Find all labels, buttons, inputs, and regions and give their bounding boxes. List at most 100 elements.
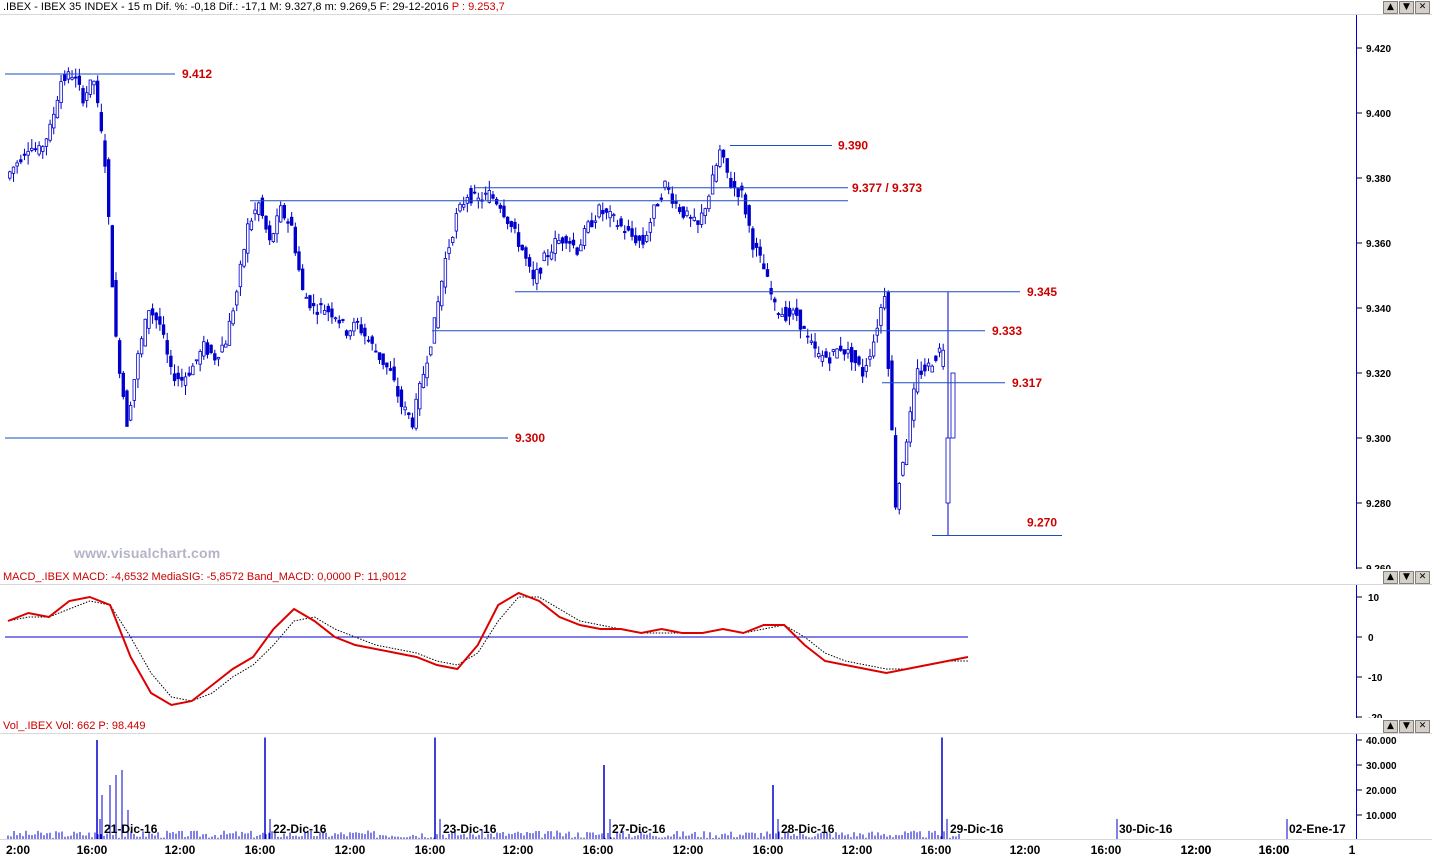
- candle-body: [901, 462, 905, 476]
- y-tick-label: 10: [1368, 593, 1380, 604]
- time-label: 16:00: [414, 843, 446, 857]
- candle-body: [418, 383, 422, 410]
- candle-body: [747, 205, 751, 226]
- candle-body: [619, 218, 623, 227]
- candle-body: [143, 318, 147, 347]
- candle-body: [352, 321, 356, 332]
- candle-body: [795, 307, 799, 316]
- date-label: 29-Dic-16: [950, 822, 1004, 836]
- macd-pane-window-buttons: ▲ ▼ ✕: [1383, 571, 1430, 584]
- volume-pane[interactable]: 40.000 30.000 20.000 10.000 Vol_.IBEX Vol: …: [0, 719, 1432, 839]
- candle-body: [322, 310, 327, 315]
- candle-body: [718, 149, 722, 167]
- y-tick-label: 20.000: [1366, 786, 1397, 797]
- price-pane-title-text: .IBEX - IBEX 35 INDEX - 15 m Dif. %: -0,…: [3, 1, 449, 13]
- candle-body: [729, 177, 733, 189]
- macd-axis-separator: [1356, 585, 1357, 718]
- candle-body: [685, 210, 689, 217]
- move-down-icon[interactable]: ▼: [1399, 720, 1414, 733]
- close-icon[interactable]: ✕: [1415, 1, 1430, 14]
- candle-body: [472, 191, 477, 194]
- candle-body: [125, 390, 129, 427]
- candle-body: [407, 412, 411, 416]
- candle-body: [509, 221, 513, 228]
- volume-pane-window-buttons: ▲ ▼ ✕: [1383, 720, 1430, 733]
- close-icon[interactable]: ✕: [1415, 720, 1430, 733]
- candle-body: [780, 314, 784, 317]
- candle-body: [663, 180, 667, 188]
- candle-body: [403, 406, 407, 411]
- candle-body: [59, 81, 63, 104]
- time-axis[interactable]: 2:00 16:00 12:00 16:00 12:00 16:00 12:00 16:00 1…: [0, 839, 1432, 857]
- candle-body: [216, 357, 221, 360]
- candle-body: [699, 212, 704, 225]
- candle-body: [55, 99, 60, 119]
- candle-body: [315, 311, 319, 315]
- level-label: 9.345: [1027, 285, 1057, 299]
- candle-body: [817, 353, 821, 358]
- candle-body: [103, 140, 107, 167]
- candle-body: [169, 355, 173, 368]
- candle-body: [769, 288, 773, 295]
- move-up-icon[interactable]: ▲: [1383, 720, 1398, 733]
- time-label: 16:00: [752, 843, 784, 857]
- time-label: 12:00: [1009, 843, 1041, 857]
- candle-body: [257, 202, 261, 215]
- price-pane-last-price: P : 9.253,7: [448, 1, 505, 13]
- y-tick-label: 30.000: [1366, 761, 1397, 772]
- candle-body: [546, 255, 550, 258]
- candle-body: [524, 247, 528, 259]
- level-label: 9.317: [1012, 376, 1042, 390]
- candle-body: [491, 194, 495, 199]
- macd-chart[interactable]: 10 0 -10 -20: [0, 570, 1432, 718]
- candle-body: [268, 225, 272, 241]
- candle-body: [440, 280, 444, 307]
- candle-body: [333, 317, 338, 320]
- candle-body: [26, 150, 30, 156]
- candle-body: [392, 366, 396, 381]
- candle-body: [33, 148, 38, 151]
- time-label: 12:00: [334, 843, 366, 857]
- macd-pane[interactable]: 10 0 -10 -20 MACD_.IBEX MACD: -4,6532 Media…: [0, 570, 1432, 718]
- candle-body: [652, 204, 656, 219]
- macd-pane-title-text: MACD_.IBEX MACD: -4,6532 MediaSIG: -5,85…: [3, 571, 351, 583]
- candle-body: [502, 205, 506, 218]
- move-down-icon[interactable]: ▼: [1399, 1, 1414, 14]
- price-chart-pane[interactable]: 9.420 9.400 9.380 9.360 9.340 9.320 9.300 9.280…: [0, 0, 1432, 569]
- move-up-icon[interactable]: ▲: [1383, 1, 1398, 14]
- candle-body: [696, 220, 700, 225]
- date-label: 22-Dic-16: [273, 822, 327, 836]
- candle-body: [908, 411, 912, 443]
- candle-body: [494, 198, 499, 205]
- candle-body: [304, 296, 308, 299]
- candle-body: [864, 365, 868, 372]
- candle-body: [549, 251, 554, 260]
- candle-body: [271, 233, 276, 242]
- move-down-icon[interactable]: ▼: [1399, 571, 1414, 584]
- candle-body: [37, 145, 41, 155]
- time-label: 16:00: [1258, 843, 1290, 857]
- candle-body: [414, 398, 418, 429]
- candle-body: [191, 365, 195, 376]
- candle-body: [820, 355, 825, 362]
- candle-body: [623, 231, 627, 234]
- candle-body: [593, 220, 598, 223]
- candlestick-chart[interactable]: 9.420 9.400 9.380 9.360 9.340 9.320 9.300 9.280…: [0, 0, 1432, 569]
- candle-body: [601, 209, 605, 215]
- candle-body: [930, 365, 934, 373]
- move-up-icon[interactable]: ▲: [1383, 571, 1398, 584]
- candle-body: [385, 362, 389, 368]
- volume-pane-header: Vol_.IBEX Vol: 662 P: 98.449 ▲ ▼ ✕: [0, 719, 1432, 734]
- price-pane-header: .IBEX - IBEX 35 INDEX - 15 m Dif. %: -0,…: [0, 0, 1432, 15]
- time-label: 16:00: [76, 843, 108, 857]
- candle-body: [235, 291, 239, 306]
- candle-body: [604, 208, 609, 213]
- volume-chart[interactable]: 40.000 30.000 20.000 10.000: [0, 719, 1432, 839]
- y-tick-label: 9.400: [1366, 109, 1391, 120]
- close-icon[interactable]: ✕: [1415, 571, 1430, 584]
- candle-body: [688, 216, 693, 219]
- candle-body: [751, 228, 755, 250]
- y-tick-label: 9.420: [1366, 44, 1391, 55]
- candle-body: [641, 234, 645, 245]
- candle-body: [634, 235, 638, 244]
